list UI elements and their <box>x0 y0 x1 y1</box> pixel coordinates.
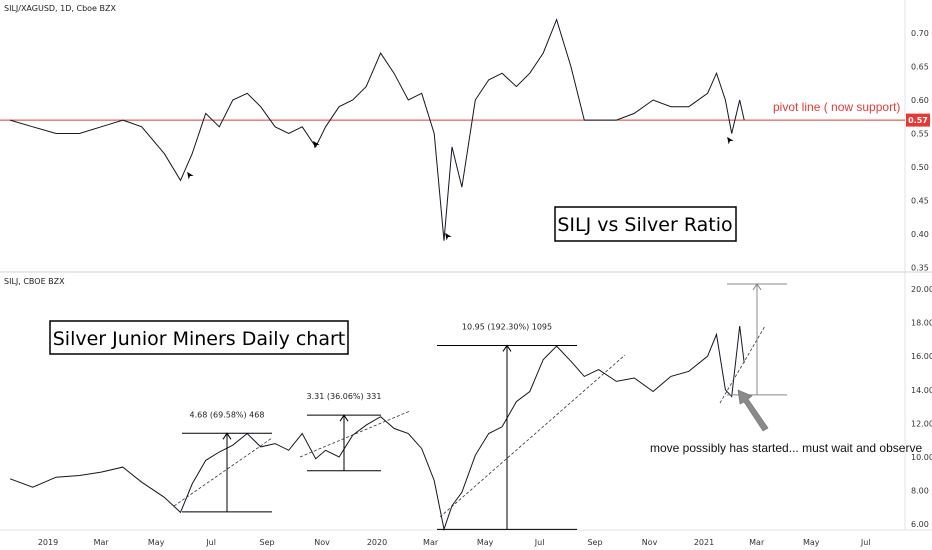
price-range-measure: 3.31 (36.06%) 331 <box>307 392 382 472</box>
price-range-measure: 10.95 (192.30%) 1095 <box>437 322 577 530</box>
x-tick-label: Sep <box>259 538 274 547</box>
pivot-line-label: pivot line ( now support) <box>773 100 900 114</box>
y-tick-label: 0.55 <box>911 130 929 139</box>
y-tick-label: 0.35 <box>911 264 929 273</box>
pivot-price-badge <box>906 113 930 127</box>
rocket-icon <box>313 140 320 149</box>
x-tick-label: May <box>803 538 820 547</box>
x-tick-label: 2019 <box>38 538 58 547</box>
y-tick-label: 20.00 <box>911 285 932 294</box>
x-tick-label: Sep <box>587 538 602 547</box>
y-tick-label: 0.40 <box>911 230 929 239</box>
y-tick-label: 14.00 <box>911 386 932 395</box>
top-y-axis: 0.70 0.65 0.60 0.55 0.50 0.45 0.40 0.35 <box>911 29 929 273</box>
y-tick-label: 10.00 <box>911 453 932 462</box>
rocket-icon <box>187 171 194 180</box>
projected-target-range <box>727 283 787 396</box>
y-tick-label: 0.65 <box>911 63 929 72</box>
x-tick-label: Mar <box>749 538 765 547</box>
measure-label: 3.31 (36.06%) 331 <box>307 392 382 401</box>
y-tick-label: 16.00 <box>911 352 932 361</box>
series-line-silj-xagusd <box>9 18 745 241</box>
x-tick-label: 2020 <box>367 538 387 547</box>
ratio-annotation-text: SILJ vs Silver Ratio <box>557 214 732 236</box>
x-tick-label: Jul <box>205 538 216 547</box>
bottom-pane-title: SILJ, CBOE BZX <box>4 277 65 286</box>
y-tick-label: 18.00 <box>911 319 932 328</box>
trend-line <box>439 354 626 518</box>
measure-label: 10.95 (192.30%) 1095 <box>462 322 552 331</box>
x-tick-label: Nov <box>314 538 330 547</box>
x-tick-label: Mar <box>423 538 439 547</box>
top-pane-title: SILJ/XAGUSD, 1D, Cboe BZX <box>4 4 116 13</box>
bottom-y-axis: 20.00 18.00 16.00 14.00 12.00 10.00 8.00 6.00 <box>911 285 932 529</box>
pointer-arrow-icon <box>737 389 769 432</box>
x-tick-label: Jul <box>534 538 545 547</box>
pivot-price-badge-text: 0.57 <box>908 116 928 125</box>
y-tick-label: 0.60 <box>911 96 929 105</box>
x-tick-label: Mar <box>94 538 110 547</box>
y-tick-label: 0.50 <box>911 163 929 172</box>
x-tick-label: May <box>477 538 494 547</box>
y-tick-label: 0.45 <box>911 197 929 206</box>
observation-note: move possibly has started... must wait a… <box>650 441 922 455</box>
measure-label: 4.68 (69.58%) 468 <box>190 410 265 419</box>
y-tick-label: 6.00 <box>911 520 929 529</box>
rocket-icon <box>727 136 734 145</box>
y-tick-label: 12.00 <box>911 419 932 428</box>
price-range-measure: 4.68 (69.58%) 468 <box>182 410 272 513</box>
y-tick-label: 0.70 <box>911 29 929 38</box>
x-tick-label: Nov <box>642 538 658 547</box>
rocket-icon <box>445 232 452 241</box>
x-tick-label: Jul <box>860 538 871 547</box>
miners-annotation-box: Silver Junior Miners Daily chart <box>49 320 349 355</box>
x-tick-label: May <box>148 538 165 547</box>
x-axis: 2019 Mar May Jul Sep Nov 2020 Mar May Jul Sep Nov 20… <box>38 538 871 547</box>
series-line-silj <box>9 325 745 532</box>
x-tick-label: 2021 <box>694 538 714 547</box>
ratio-annotation-box: SILJ vs Silver Ratio <box>554 206 737 242</box>
miners-annotation-text: Silver Junior Miners Daily chart <box>53 328 346 350</box>
y-tick-label: 8.00 <box>911 487 929 496</box>
